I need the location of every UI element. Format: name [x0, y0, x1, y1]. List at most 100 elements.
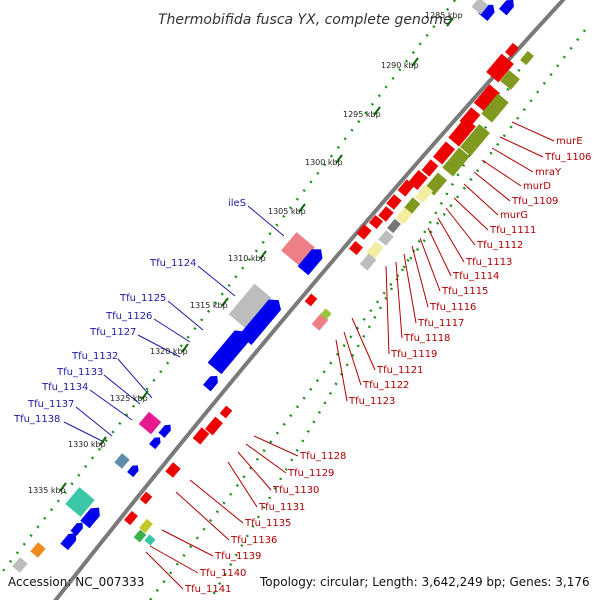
- gene-arrow: [60, 533, 77, 551]
- gene-feature: [486, 53, 514, 83]
- gene-label: Tfu_1119: [390, 349, 437, 360]
- gene-label: Tfu_1112: [476, 240, 523, 251]
- gene-label: Tfu_1141: [184, 584, 231, 595]
- leader-line: [453, 197, 489, 231]
- gene-feature: [297, 249, 323, 276]
- gene-feature: [133, 529, 147, 543]
- scale-tick-mark: [181, 343, 189, 353]
- gene-feature: [471, 0, 489, 15]
- leader-line: [247, 205, 285, 237]
- gene-box: [432, 141, 456, 165]
- gene-label: murG: [500, 210, 528, 221]
- gene-feature: [311, 313, 329, 331]
- gene-label: Tfu_1117: [417, 318, 464, 329]
- gene-box: [471, 0, 489, 15]
- leader-line: [445, 207, 476, 246]
- gene-label: Tfu_1109: [511, 196, 558, 207]
- gene-label: Tfu_1138: [13, 414, 60, 425]
- leader-line: [463, 183, 499, 216]
- gene-feature: [499, 0, 514, 16]
- gene-box: [356, 224, 372, 240]
- gene-feature: [359, 253, 377, 271]
- gene-feature: [127, 465, 139, 478]
- gene-box: [205, 416, 223, 436]
- gene-box: [442, 147, 470, 177]
- scale-tick-mark: [411, 57, 419, 67]
- gene-label: Tfu_1118: [403, 333, 450, 344]
- leader-line: [491, 147, 534, 173]
- gene-feature: [320, 308, 332, 320]
- gene-feature: [366, 241, 384, 259]
- gene-box: [192, 427, 210, 445]
- backbone-line: [53, 0, 566, 600]
- gene-box: [138, 411, 162, 435]
- gene-box: [486, 53, 514, 83]
- gene-box: [311, 313, 329, 331]
- gene-box: [30, 542, 46, 558]
- backbone-arc: [53, 0, 566, 600]
- gene-box: [500, 70, 520, 90]
- gene-feature: [432, 141, 456, 165]
- leader-line: [75, 406, 113, 437]
- gene-feature: [387, 218, 401, 234]
- gene-feature: [124, 510, 138, 526]
- gene-label: Tfu_1125: [119, 293, 166, 304]
- scale-tick-mark: [373, 106, 381, 116]
- gene-box: [397, 179, 415, 197]
- leader-line: [237, 451, 272, 491]
- gene-feature: [144, 534, 156, 546]
- gene-feature: [80, 507, 100, 529]
- gene-feature: [505, 42, 519, 58]
- gene-box: [366, 241, 384, 259]
- gene-feature: [114, 453, 130, 469]
- gene-label: Tfu_1137: [27, 399, 74, 410]
- leader-line: [63, 421, 105, 443]
- gene-feature: [158, 424, 171, 438]
- gene-feature: [378, 230, 394, 246]
- gene-feature: [473, 84, 501, 112]
- leader-line: [189, 479, 244, 524]
- gene-feature: [459, 124, 491, 156]
- gene-label: Tfu_1130: [272, 485, 319, 496]
- gene-label: Tfu_1115: [441, 286, 488, 297]
- tick-label: 1295 kbp: [343, 110, 381, 119]
- leader-line: [153, 318, 191, 343]
- leader-line: [351, 317, 376, 371]
- gene-feature: [138, 411, 162, 435]
- gene-feature: [192, 427, 210, 445]
- gene-box: [359, 253, 377, 271]
- gene-box: [415, 184, 433, 204]
- tick-label: 1335 kbp: [28, 486, 66, 495]
- gene-label: murD: [523, 181, 551, 192]
- scale-tick-mark: [259, 250, 267, 260]
- gene-box: [473, 84, 501, 112]
- tick-label: 1290 kbp: [381, 61, 419, 70]
- gene-feature: [368, 214, 384, 230]
- gene-arrow: [203, 375, 218, 392]
- gene-box: [228, 283, 272, 329]
- gene-label: murE: [556, 136, 583, 147]
- gene-box: [165, 462, 181, 478]
- scale-tick-mark: [59, 482, 67, 492]
- gene-box: [386, 194, 402, 210]
- gene-box: [448, 117, 476, 147]
- tick-label: 1315 kbp: [190, 301, 228, 310]
- map-title: Thermobifida fusca YX, complete genome: [158, 12, 452, 28]
- gene-label: mraY: [535, 167, 562, 178]
- gene-arrow: [158, 424, 171, 438]
- scale-ticks: [59, 17, 454, 492]
- gene-box: [219, 405, 233, 419]
- gene-box: [133, 529, 147, 543]
- gene-label: Tfu_1134: [41, 382, 88, 393]
- gene-label: Tfu_1126: [105, 311, 152, 322]
- gene-label: Tfu_1140: [199, 568, 246, 579]
- gene-feature: [448, 117, 476, 147]
- gene-feature: [165, 462, 181, 478]
- gene-box: [421, 159, 439, 177]
- leader-line: [167, 300, 204, 331]
- gene-feature: [415, 184, 433, 204]
- gene-feature: [139, 518, 153, 534]
- gene-label: Tfu_1113: [465, 257, 512, 268]
- gene-feature: [12, 557, 28, 573]
